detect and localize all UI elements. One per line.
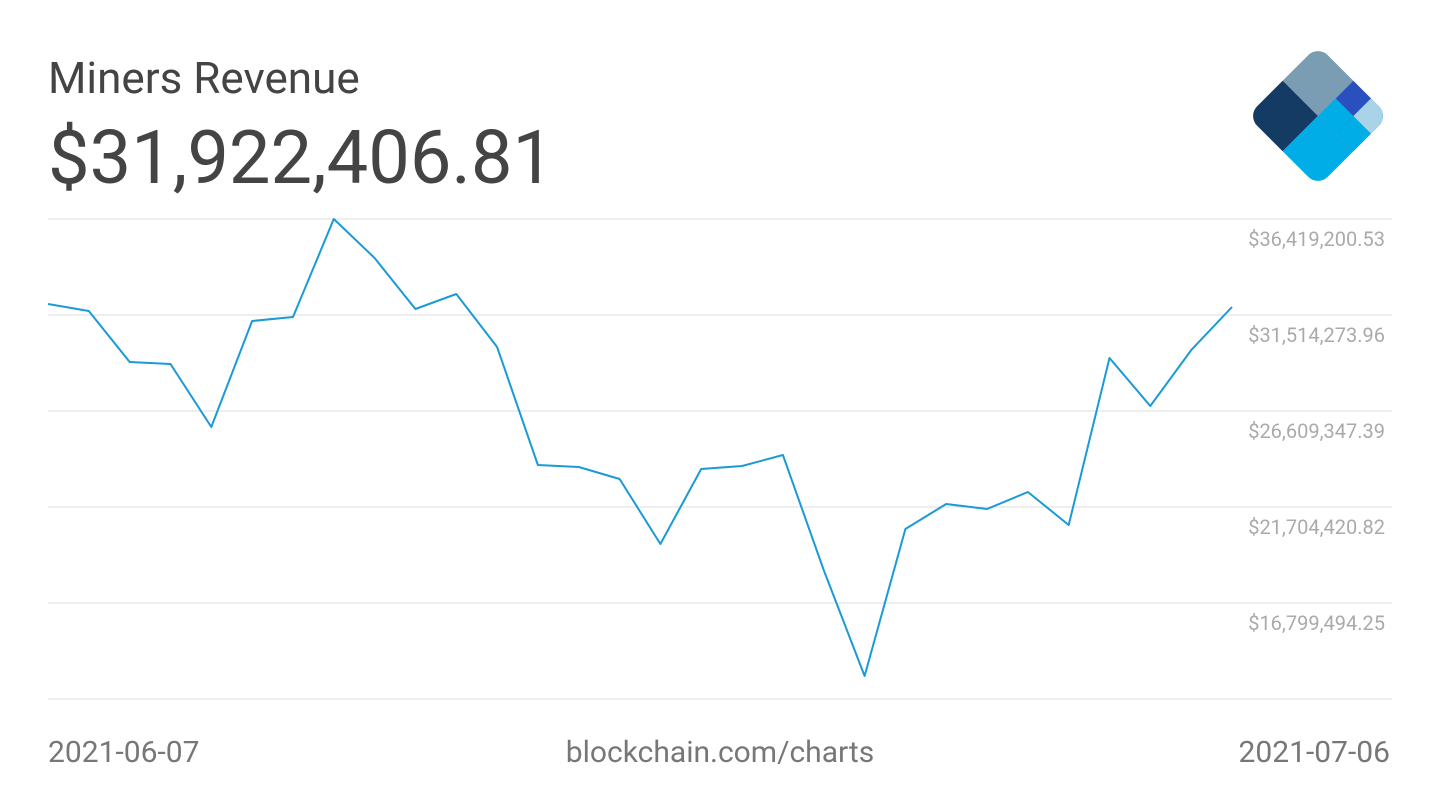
x-tick-label: 2021-07-06 xyxy=(1239,735,1390,770)
line xyxy=(47,218,1233,677)
y-tick-label: $16,799,494.25 xyxy=(1248,611,1385,635)
x-tick-label: 2021-06-07 xyxy=(48,735,199,770)
y-tick-label: $26,609,347.39 xyxy=(1248,419,1385,443)
source: blockchain.com/charts xyxy=(566,735,874,770)
y-tick-label: $31,514,273.96 xyxy=(1248,323,1385,347)
chart-subtitle: $31,922,406.81 xyxy=(48,115,554,202)
chart-title: Miners Revenue xyxy=(48,52,360,104)
logo xyxy=(1247,45,1389,187)
y-tick-label: $36,419,200.53 xyxy=(1248,227,1385,251)
y-tick-label: $21,704,420.82 xyxy=(1248,515,1385,539)
